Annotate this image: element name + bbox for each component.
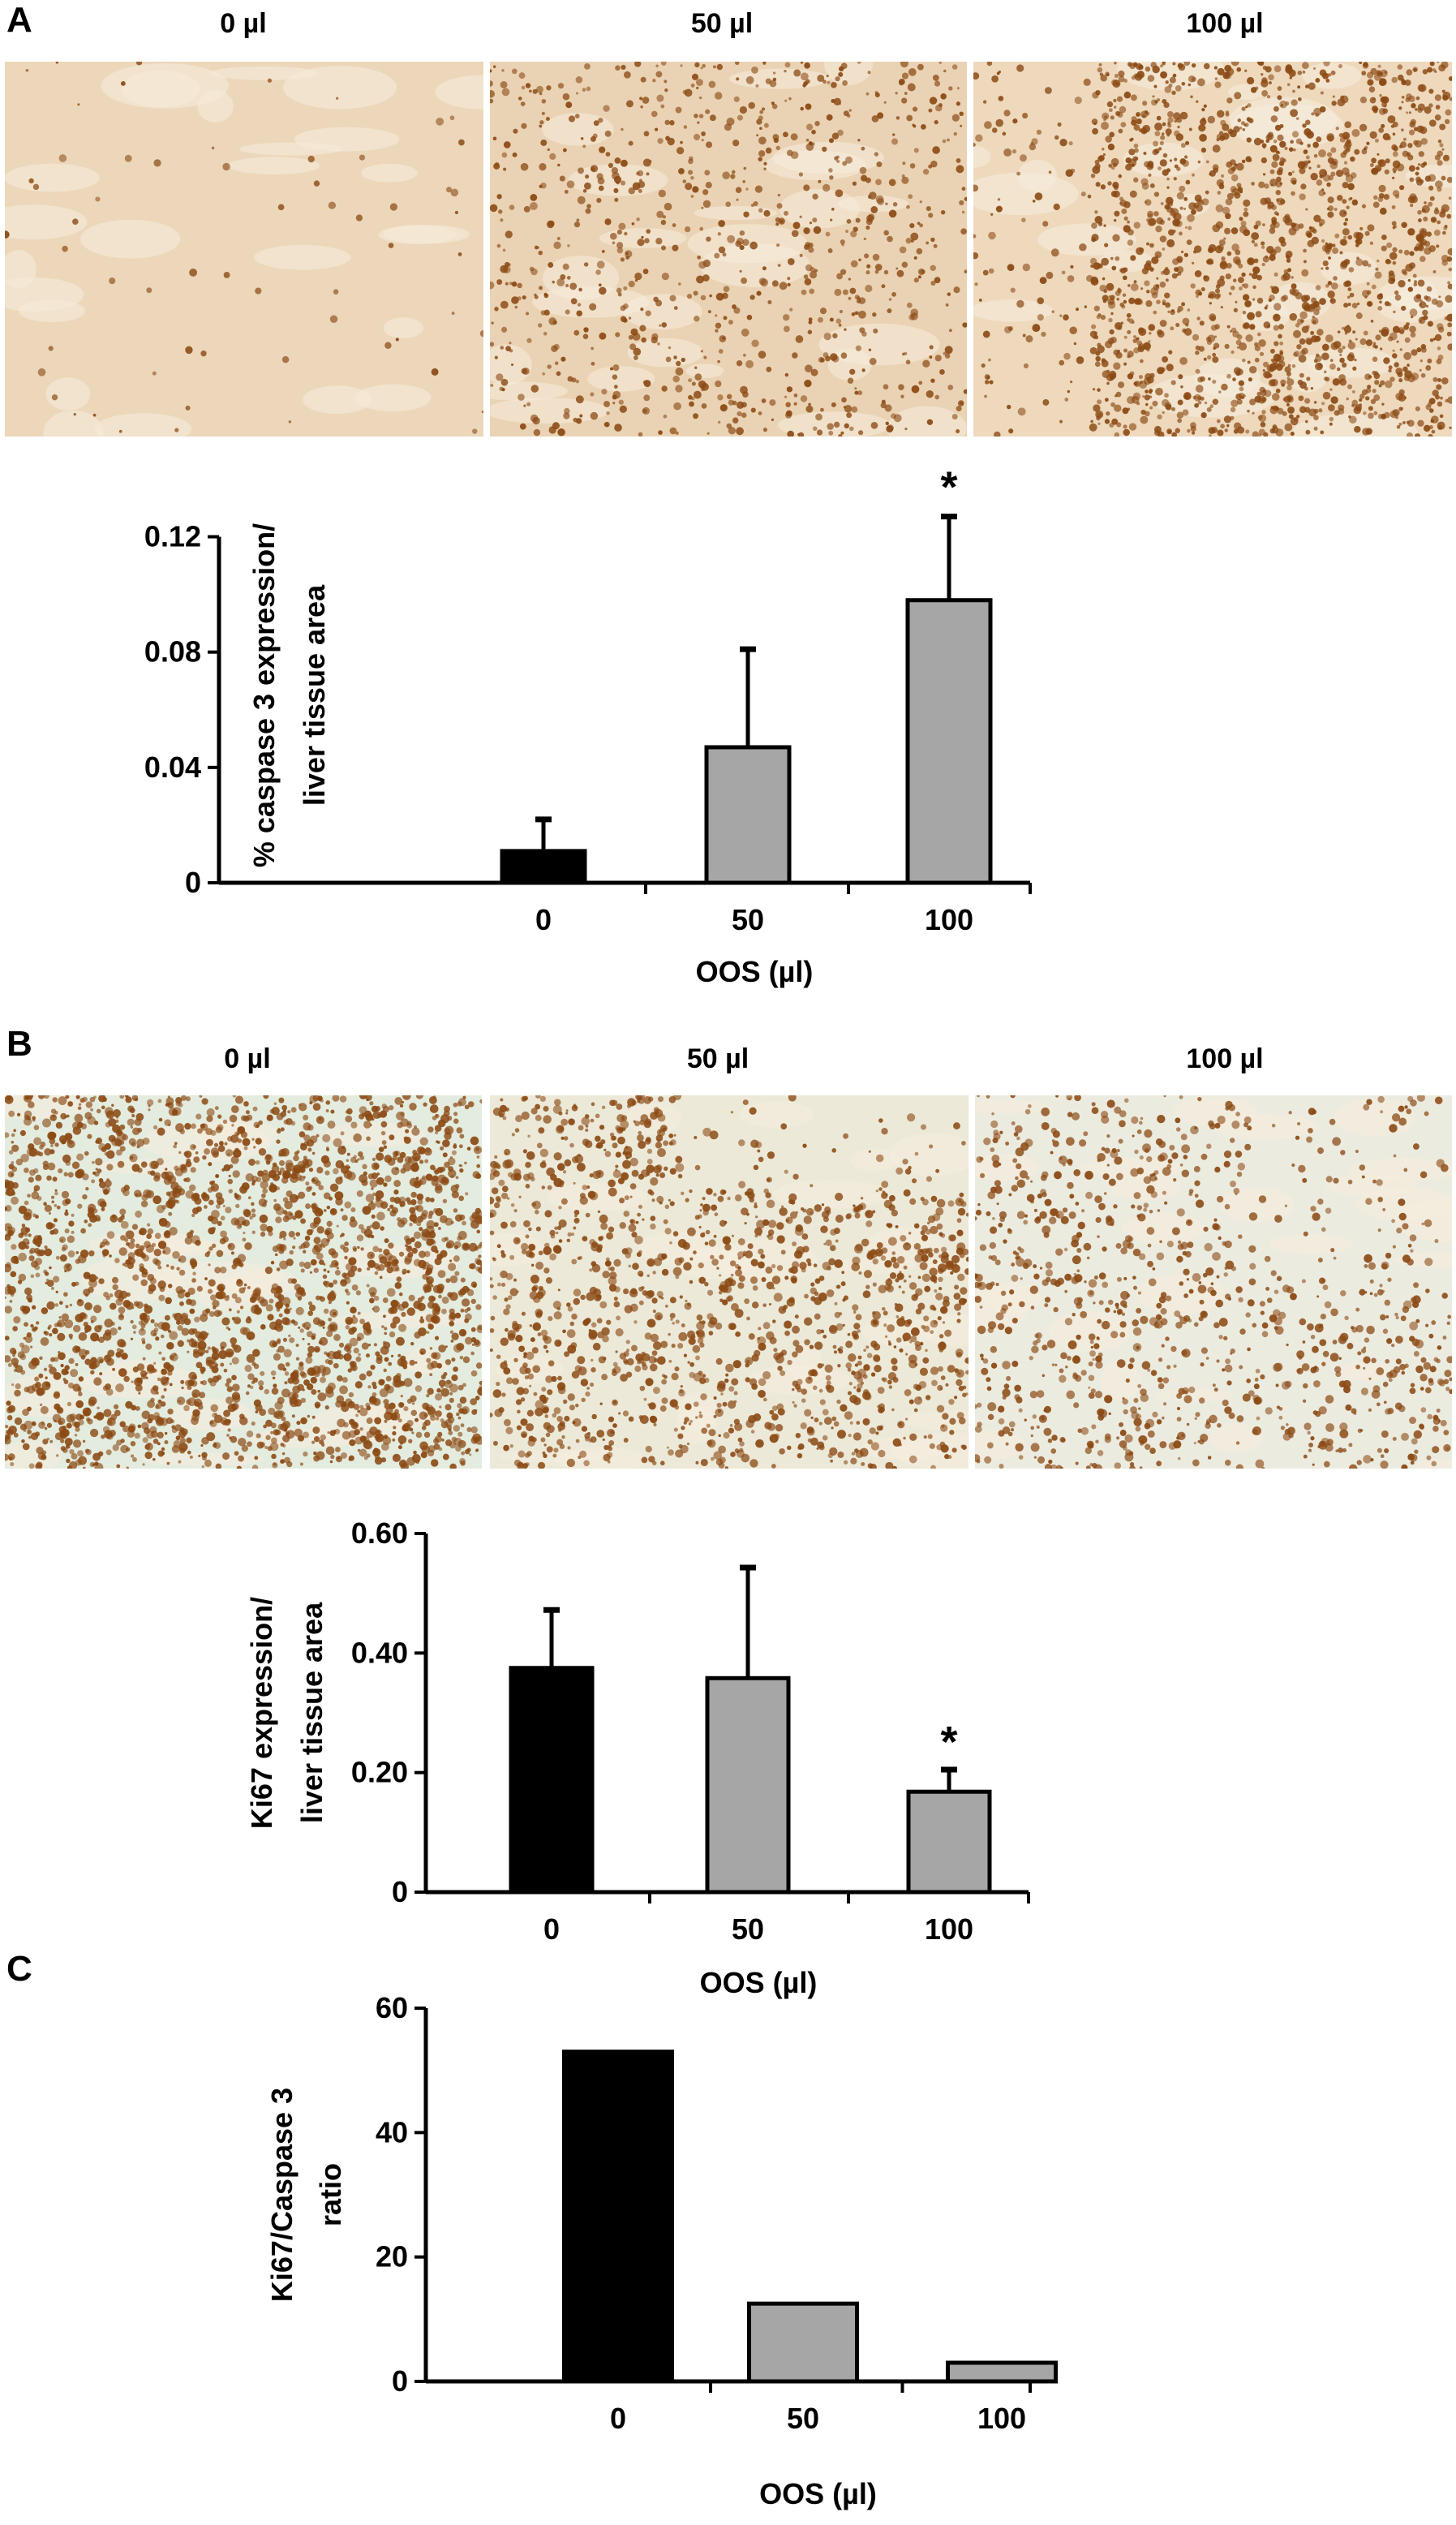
x-tick-label: 50 [732,903,764,936]
micrograph-label-a-100: 100 µl [1186,8,1264,39]
micrograph-label-b-100: 100 µl [1186,1043,1264,1074]
y-tick-label: 20 [376,2240,408,2273]
y-axis-title-line: ratio [314,2163,347,2226]
panel-letter-a: A [6,0,32,40]
y-axis-title-line: Ki67/Caspase 3 [265,2088,299,2302]
y-tick-label: 0 [392,2364,408,2398]
micrograph-texture [490,1095,969,1469]
micrograph-label-b-0: 0 µl [224,1043,271,1074]
panel-letter-c: C [6,1949,32,1989]
bar-50 [704,745,792,885]
x-axis-title: OOS (µl) [696,955,814,988]
micrograph-ki67-50ul [490,1095,969,1469]
x-tick-label: 50 [732,1912,764,1946]
significance-star: * [940,1718,957,1766]
y-axis-title-line: liver tissue area [298,584,331,806]
x-tick-label: 50 [787,2402,819,2435]
bar-0 [500,849,587,885]
x-tick-label: 0 [610,2402,626,2435]
micrograph-texture [5,1095,482,1469]
y-tick-label: 0.20 [351,1756,408,1789]
bar-100 [946,2360,1058,2384]
micrograph-ki67-0ul [5,1095,482,1469]
x-axis-title: OOS (µl) [759,2477,877,2510]
micrograph-ki67-100ul [975,1095,1452,1469]
micrograph-texture [973,62,1452,437]
bar-50 [705,1675,791,1895]
micrograph-caspase3-0ul [5,62,483,437]
x-tick-label: 100 [977,2402,1026,2435]
micrograph-caspase3-50ul [490,62,967,437]
micrograph-texture [975,1095,1452,1469]
y-tick-label: 40 [376,2115,408,2149]
y-axis-title-line: % caspase 3 expression/ [247,523,281,867]
y-axis-title-line: liver tissue area [295,1602,329,1823]
micrograph-label-a-50: 50 µl [690,8,754,39]
y-tick-label: 0.60 [351,1516,408,1550]
x-tick-label: 0 [543,1912,560,1946]
significance-star: * [940,463,957,512]
bar-0 [562,2050,674,2384]
y-tick-label: 60 [376,1991,408,2024]
x-tick-label: 100 [925,903,973,936]
micrograph-texture [5,62,483,437]
x-tick-label: 100 [925,1912,973,1946]
chart-c: 0 20 40 60 0 50 100 OOS (µl) Ki67/Caspase 3 ratio [265,1991,1058,2510]
x-tick-label: 0 [535,903,552,936]
x-axis-title: OOS (µl) [700,1966,818,1999]
chart-a: 0 0.04 0.08 0.12 0 50 * 100 OOS (µl) % caspase 3 … [144,463,1032,988]
y-tick-label: 0.12 [144,520,201,553]
y-tick-label: 0 [392,1875,408,1908]
y-tick-label: 0 [185,866,201,899]
micrograph-caspase3-100ul [973,62,1452,437]
bar-100 [906,1789,992,1895]
micrograph-label-a-0: 0 µl [220,8,267,39]
y-axis-title-line: Ki67 expression/ [245,1597,278,1829]
y-tick-label: 0.08 [144,635,201,669]
y-tick-label: 0.04 [144,751,201,784]
bar-0 [509,1666,595,1895]
bar-50 [747,2301,859,2384]
panel-letter-b: B [6,1024,32,1064]
y-tick-label: 0.40 [351,1636,408,1669]
bar-100 [905,598,993,885]
micrograph-label-b-50: 50 µl [686,1043,749,1074]
chart-b: 0 0.20 0.40 0.60 0 50 * 100 OOS (µl) Ki67 express… [245,1516,1030,1999]
micrograph-texture [490,62,967,437]
